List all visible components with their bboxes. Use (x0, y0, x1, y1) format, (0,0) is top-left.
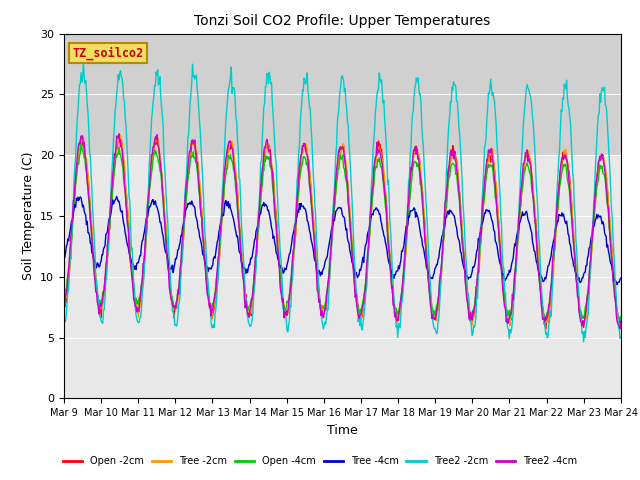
Tree2 -2cm (60, 316, 68, 322)
Open -2cm (617, 316, 625, 322)
Tree -2cm (617, 326, 625, 332)
Open -2cm (214, 271, 222, 277)
Tree2 -4cm (115, 131, 123, 137)
X-axis label: Time: Time (327, 424, 358, 437)
Title: Tonzi Soil CO2 Profile: Upper Temperatures: Tonzi Soil CO2 Profile: Upper Temperatur… (195, 14, 490, 28)
Open -4cm (60, 298, 68, 304)
Tree2 -2cm (617, 334, 625, 339)
Tree2 -2cm (189, 61, 196, 67)
Tree2 -2cm (411, 85, 419, 91)
Open -4cm (128, 271, 136, 276)
Tree2 -4cm (60, 306, 68, 312)
Tree2 -2cm (70, 176, 78, 182)
Tree2 -4cm (185, 155, 193, 160)
Bar (64, 34, 621, 155)
Open -4cm (77, 141, 85, 146)
Open -2cm (60, 302, 68, 308)
Line: Tree -4cm: Tree -4cm (64, 196, 621, 285)
Line: Tree2 -2cm: Tree2 -2cm (64, 64, 621, 342)
Tree2 -4cm (70, 196, 78, 202)
Tree2 -4cm (428, 306, 435, 312)
Tree -4cm (411, 206, 419, 212)
Line: Tree2 -4cm: Tree2 -4cm (64, 134, 621, 329)
Tree2 -2cm (184, 135, 192, 141)
Tree -2cm (116, 132, 124, 138)
Open -4cm (616, 318, 624, 324)
Open -2cm (185, 171, 193, 177)
Y-axis label: Soil Temperature (C): Soil Temperature (C) (22, 152, 35, 280)
Tree -2cm (128, 266, 136, 272)
Tree -2cm (185, 162, 193, 168)
Open -2cm (70, 204, 78, 209)
Open -4cm (70, 202, 78, 207)
Tree -4cm (128, 260, 136, 266)
Tree -2cm (411, 149, 419, 155)
Tree -4cm (613, 282, 621, 288)
Legend: Open -2cm, Tree -2cm, Open -4cm, Tree -4cm, Tree2 -2cm, Tree2 -4cm: Open -2cm, Tree -2cm, Open -4cm, Tree -4… (59, 453, 581, 470)
Tree -4cm (185, 201, 193, 207)
Tree -2cm (428, 295, 435, 300)
Open -4cm (214, 261, 222, 267)
Tree -2cm (60, 302, 68, 308)
Tree -4cm (70, 206, 78, 212)
Open -2cm (428, 303, 435, 309)
Open -2cm (411, 144, 419, 150)
Tree2 -4cm (617, 318, 625, 324)
Tree2 -2cm (127, 247, 135, 252)
Tree -2cm (214, 272, 222, 277)
Tree2 -4cm (411, 148, 419, 154)
Open -2cm (128, 274, 136, 279)
Open -4cm (617, 313, 625, 319)
Tree2 -2cm (214, 276, 222, 282)
Tree2 -2cm (580, 339, 588, 345)
Tree -4cm (214, 237, 222, 242)
Tree -4cm (428, 276, 435, 282)
Tree2 -4cm (214, 255, 222, 261)
Tree2 -4cm (616, 326, 624, 332)
Open -4cm (411, 158, 419, 164)
Open -2cm (542, 326, 550, 332)
Line: Open -4cm: Open -4cm (64, 144, 621, 321)
Open -4cm (428, 299, 435, 304)
Open -2cm (116, 132, 124, 138)
Tree -4cm (60, 256, 68, 262)
Tree -2cm (70, 204, 78, 210)
Tree2 -4cm (128, 277, 136, 283)
Tree -4cm (617, 275, 625, 281)
Open -4cm (185, 171, 193, 177)
Tree2 -2cm (428, 294, 435, 300)
Line: Tree -2cm: Tree -2cm (64, 135, 621, 329)
Tree -4cm (113, 193, 120, 199)
Text: TZ_soilco2: TZ_soilco2 (72, 47, 143, 60)
Line: Open -2cm: Open -2cm (64, 135, 621, 329)
